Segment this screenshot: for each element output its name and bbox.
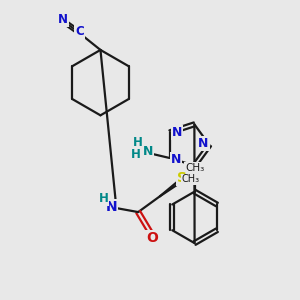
Text: CH₃: CH₃ (185, 163, 204, 173)
Text: H: H (130, 148, 140, 161)
Text: CH₃: CH₃ (182, 174, 200, 184)
Text: H: H (132, 136, 142, 149)
Text: H: H (99, 192, 108, 205)
Text: N: N (143, 146, 153, 158)
Text: O: O (146, 231, 158, 245)
Text: N: N (171, 153, 181, 166)
Text: S: S (177, 171, 187, 185)
Text: N: N (198, 136, 209, 150)
Text: N: N (172, 126, 182, 139)
Text: N: N (58, 13, 68, 26)
Text: C: C (75, 25, 84, 38)
Text: N: N (106, 200, 117, 214)
